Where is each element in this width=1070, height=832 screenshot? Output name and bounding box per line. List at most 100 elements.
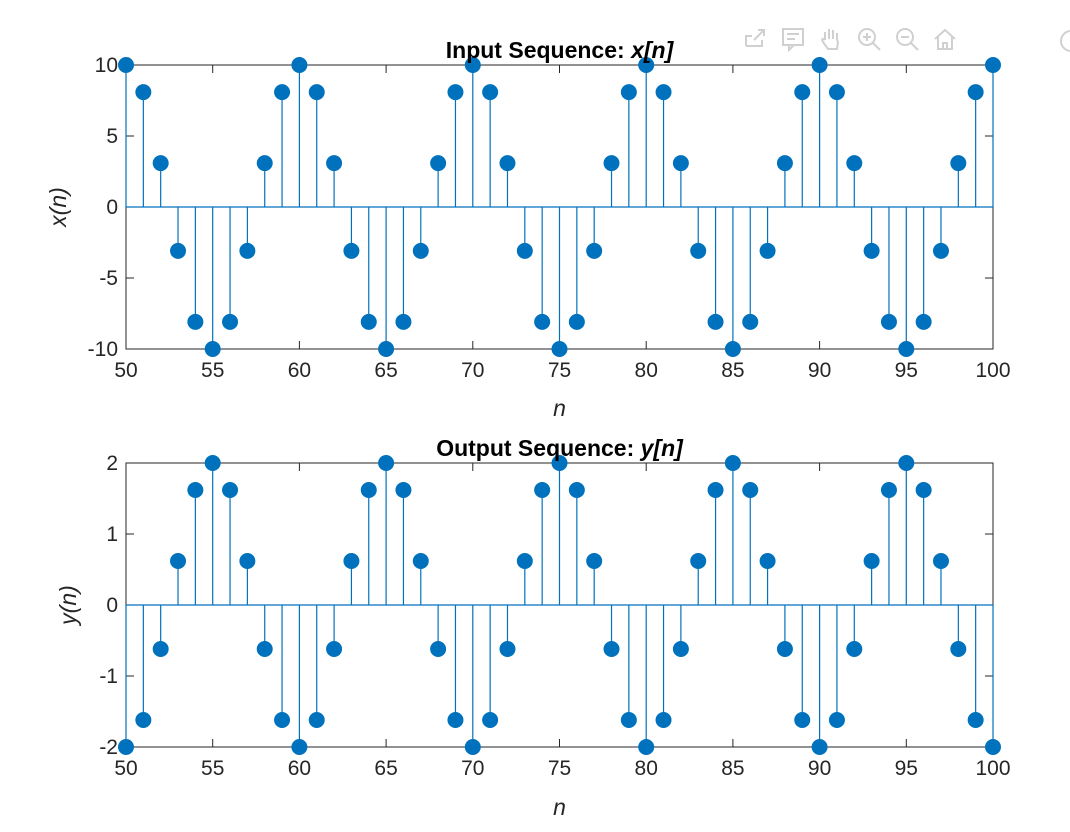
x-tick-label: 65 [374,757,397,780]
stem-marker [447,712,464,729]
stem-marker [239,242,256,259]
chart-title-variable: y[n] [640,435,685,461]
stem-marker [880,481,897,498]
stem-marker [291,57,308,73]
x-axis-label: n [553,395,566,421]
x-tick-label: 95 [895,359,918,382]
stem-marker [534,481,551,498]
stem-marker [880,313,897,330]
stem-marker [482,712,499,729]
stem-marker [274,712,291,729]
stem-marker [846,641,863,658]
stem-marker [135,712,152,729]
stem-marker [672,155,689,172]
home-icon[interactable] [930,24,960,54]
stem-marker [343,242,360,259]
stem-marker [568,481,585,498]
stem-marker [274,84,291,101]
axes-toolbar [740,24,960,58]
output-sequence-plot: 50 55 60 65 70 75 80 85 90 95 100 -2 -1 0 1 2 Output Seq… [55,435,1011,820]
y-tick-label: -10 [88,338,118,361]
stem-marker [291,739,308,755]
stem-marker [603,641,620,658]
stem-marker [586,552,603,569]
stem-marker [430,641,447,658]
stem-marker [932,552,949,569]
stem-marker [170,242,187,259]
data-tips-icon[interactable] [778,24,808,54]
x-tick-label: 75 [548,359,571,382]
x-tick-label: 90 [808,359,831,382]
stem-marker [308,712,325,729]
stem-marker [707,313,724,330]
more-icon[interactable] [1058,28,1070,54]
y-axis-label: y(n) [55,585,81,627]
stem-marker [360,481,377,498]
stem-marker [586,242,603,259]
x-tick-label: 60 [288,359,311,382]
stem-marker [759,242,776,259]
stem-marker [967,84,984,101]
stem-marker [499,155,516,172]
stem-marker [811,57,828,73]
stem-marker [794,84,811,101]
x-tick-label: 50 [114,757,137,780]
stem-marker [222,481,239,498]
stem-marker [378,455,395,471]
x-tick-label: 80 [635,359,658,382]
stem-marker [932,242,949,259]
stem-marker [915,313,932,330]
zoom-out-icon[interactable] [892,24,922,54]
stem-marker [516,552,533,569]
stem-marker [863,242,880,259]
stem-marker [308,84,325,101]
stem-marker [568,313,585,330]
stem-marker [690,242,707,259]
x-tick-label: 95 [895,757,918,780]
pan-icon[interactable] [816,24,846,54]
stem-marker [672,641,689,658]
stem-marker [204,341,221,357]
stem-marker [118,57,134,73]
chart-title: Output Sequence: y[n] [436,435,684,461]
x-tick-label: 100 [975,359,1010,382]
y-tick-label: 2 [106,452,118,475]
y-tick-label: -1 [99,665,118,688]
stem-marker [256,155,273,172]
stem-marker [499,641,516,658]
stem-marker [152,155,169,172]
zoom-in-icon[interactable] [854,24,884,54]
x-tick-label: 55 [201,757,224,780]
chart-title: Input Sequence: x[n] [446,37,675,63]
stem-marker [551,455,568,471]
export-icon[interactable] [740,24,770,54]
x-axis-label: n [553,794,566,820]
stem-marker [794,712,811,729]
y-tick-label: -2 [99,736,118,759]
stem-marker [447,84,464,101]
input-sequence-plot: 50 55 60 65 70 75 80 85 90 95 100 -10 -5 0 5 10 Input Se… [45,37,1011,421]
stem-marker [828,84,845,101]
y-axis-label: x(n) [45,187,71,228]
stem-marker [152,641,169,658]
stem-marker [516,242,533,259]
stem-marker [343,552,360,569]
stem-marker [204,455,221,471]
stem-marker [118,739,134,755]
stem-marker [690,552,707,569]
stem-marker [395,481,412,498]
stem-marker [412,242,429,259]
chart-title-variable: x[n] [629,37,675,63]
stem-marker [464,739,481,755]
stem-marker [724,341,741,357]
x-tick-label: 85 [721,359,744,382]
stem-marker [776,155,793,172]
stem-marker [378,341,395,357]
x-tick-label: 65 [374,359,397,382]
x-tick-label: 85 [721,757,744,780]
stem-marker [724,455,741,471]
chart-title-prefix: Input Sequence: [446,37,631,63]
x-tick-label: 80 [635,757,658,780]
y-tick-label: -5 [99,267,118,290]
